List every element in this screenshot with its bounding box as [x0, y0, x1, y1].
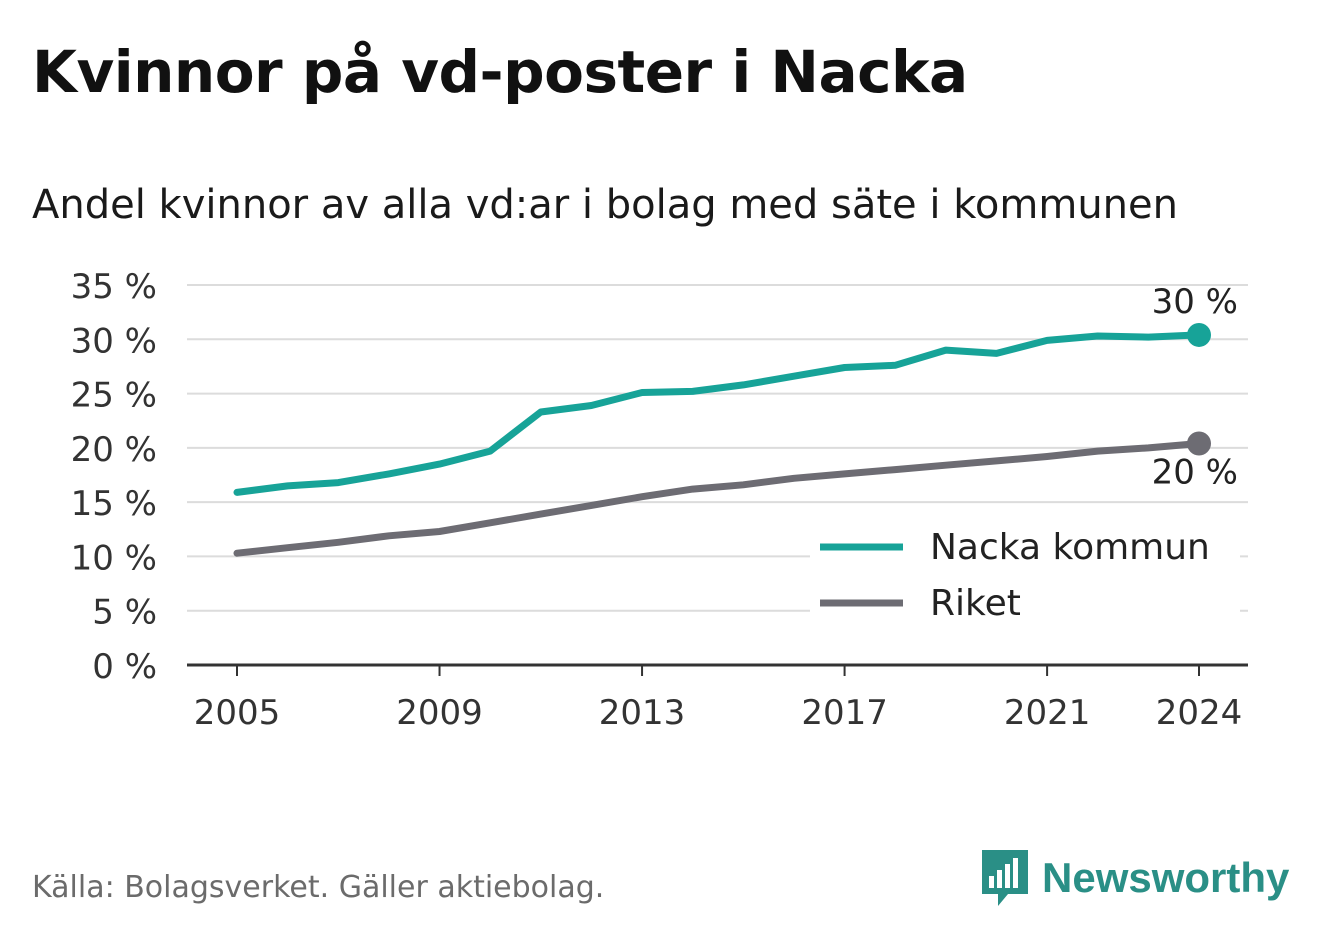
y-tick-label: 0 %	[92, 647, 157, 687]
y-tick-label: 10 %	[71, 538, 157, 578]
x-tick-label: 2009	[396, 693, 483, 733]
x-tick-label: 2024	[1156, 693, 1243, 733]
y-tick-label: 35 %	[71, 267, 157, 307]
series-lines: 30 % 20 %	[233, 282, 1238, 557]
x-tick-label: 2021	[1004, 693, 1091, 733]
end-value-label: 30 %	[1152, 282, 1238, 322]
y-tick-label: 30 %	[71, 321, 157, 361]
brand-name: Newsworthy	[1042, 854, 1290, 901]
legend-label: Nacka kommun	[930, 527, 1210, 568]
x-tick-label: 2005	[194, 693, 281, 733]
series-line-riket	[233, 440, 1203, 557]
y-axis-ticks: 0 % 5 % 10 % 15 % 20 % 25 % 30 % 35 %	[71, 267, 157, 687]
chart-title: Kvinnor på vd-poster i Nacka	[32, 38, 968, 106]
legend-label: Riket	[930, 583, 1021, 624]
series-end-point	[1187, 431, 1211, 456]
series-end-point	[1187, 322, 1211, 347]
x-tick-label: 2013	[599, 693, 686, 733]
chart-subtitle: Andel kvinnor av alla vd:ar i bolag med …	[32, 182, 1178, 228]
x-tick-label: 2017	[801, 693, 888, 733]
y-tick-label: 5 %	[92, 593, 157, 633]
y-tick-label: 25 %	[71, 376, 157, 416]
y-tick-label: 20 %	[71, 430, 157, 470]
y-tick-label: 15 %	[71, 484, 157, 524]
end-value-label: 20 %	[1152, 453, 1238, 493]
newsworthy-logo-icon	[982, 850, 1028, 906]
source-note: Källa: Bolagsverket. Gäller aktiebolag.	[32, 870, 605, 905]
brand-logo: Newsworthy	[980, 848, 1289, 908]
legend: Nacka kommun Riket	[810, 522, 1240, 624]
series-line-nacka	[233, 331, 1203, 496]
x-axis-ticks: 2005 2009 2013 2017 2021 2024	[194, 665, 1243, 733]
